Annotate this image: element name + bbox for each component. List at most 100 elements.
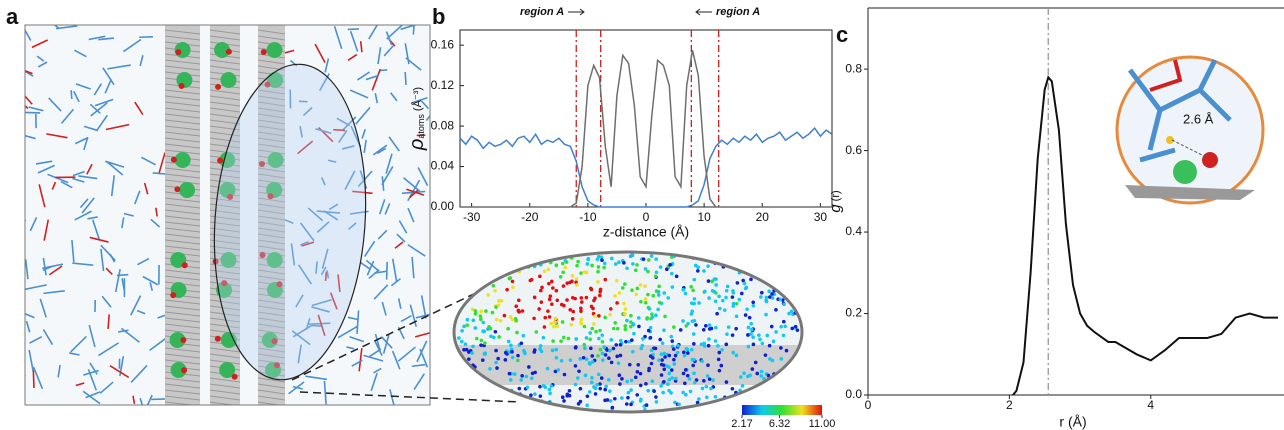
molecule-dot (489, 334, 493, 339)
molecule-dot (708, 405, 712, 410)
molecule-bond (385, 261, 388, 280)
molecule-bond (94, 98, 114, 107)
molecule-bond (311, 324, 322, 327)
molecule-bond (98, 37, 115, 41)
molecule-dot (670, 339, 675, 343)
framework-bond (164, 245, 201, 251)
molecule-bond (78, 175, 98, 180)
molecule-dot (516, 358, 520, 363)
molecule-dot (576, 402, 581, 406)
molecule-dot (670, 344, 675, 349)
molecule-dot (759, 374, 764, 378)
molecule-dot (499, 298, 504, 303)
framework-bond (257, 179, 286, 185)
molecule-dot (539, 288, 543, 293)
molecule-bond (390, 92, 398, 102)
molecule-dot (461, 362, 466, 367)
molecule-dot (672, 325, 676, 329)
framework-bond (257, 377, 286, 383)
molecule-bond (133, 190, 141, 205)
molecule-dot (598, 386, 603, 391)
molecule-dot (510, 350, 514, 354)
molecule-bond (414, 331, 430, 338)
framework-bond (164, 353, 201, 359)
oxygen (215, 83, 222, 90)
molecule-dot (494, 317, 499, 322)
oxygen (273, 362, 280, 369)
molecule-dot (463, 342, 468, 346)
molecule-dot (486, 327, 490, 331)
molecule-dot (508, 315, 513, 319)
molecule-dot (517, 298, 521, 303)
molecule-dot (479, 343, 483, 347)
y-tick-label: 0.8 (845, 61, 862, 75)
molecule-dot (532, 316, 536, 321)
molecule-dot (473, 309, 478, 313)
molecule-dot (542, 325, 547, 329)
molecule-bond (359, 41, 363, 53)
molecule-dot (759, 369, 764, 374)
molecule-dot (711, 378, 715, 382)
molecule-bond (110, 175, 116, 197)
molecule-dot (529, 376, 534, 381)
molecule-bond (391, 258, 398, 282)
molecule-bond (299, 222, 315, 242)
molecule-dot (608, 307, 613, 311)
molecule-dot (751, 300, 756, 305)
framework-bond (164, 239, 201, 245)
molecule-dot (473, 312, 478, 316)
molecule-dot (651, 294, 656, 298)
y-tick-label: 0.4 (845, 224, 862, 238)
molecule-dot (568, 358, 573, 362)
molecule-dot (563, 265, 568, 270)
molecule-dot (662, 351, 667, 356)
molecule-bond (143, 182, 149, 195)
zoom-line (291, 291, 479, 381)
framework-bond (209, 131, 241, 137)
framework-bond (164, 173, 201, 179)
molecule-bond (333, 128, 346, 132)
molecule-dot (712, 405, 717, 410)
molecule-dot (620, 377, 624, 381)
molecule-dot (629, 388, 633, 392)
molecule-dot (632, 331, 636, 336)
annotation: region A (716, 6, 760, 18)
molecule-dot (573, 345, 578, 350)
framework-bond (164, 59, 201, 65)
molecule-dot (646, 269, 650, 274)
framework-bond (257, 29, 286, 35)
molecule-dot (710, 289, 715, 293)
molecule-dot (556, 368, 561, 372)
molecule-dot (457, 336, 461, 340)
oxygen (260, 49, 267, 56)
molecule-dot (702, 341, 706, 346)
data-line (1012, 75, 1278, 396)
molecule-dot (570, 274, 575, 278)
metal-node (267, 72, 284, 88)
molecule-dot (589, 346, 593, 351)
molecule-dot (675, 350, 680, 355)
molecule-dot (623, 327, 628, 332)
framework-bond (257, 395, 286, 401)
molecule-bond (83, 125, 99, 132)
molecule-dot (594, 329, 598, 334)
molecule-dot (662, 328, 666, 332)
molecule-bond (370, 372, 378, 391)
molecule-dot (618, 382, 622, 386)
molecule-dot (752, 263, 757, 267)
molecule-bond (407, 207, 415, 223)
molecule-dot (660, 358, 664, 362)
molecule-dot (494, 360, 498, 365)
framework-bond (209, 389, 241, 395)
molecule-bond (390, 278, 401, 287)
framework-bond (257, 323, 286, 329)
molecule-dot (550, 302, 554, 307)
molecule-dot (700, 386, 705, 391)
molecule-dot (504, 350, 508, 355)
molecule-dot (714, 325, 718, 330)
molecule-dot (485, 263, 489, 268)
molecule-bond (324, 271, 328, 282)
molecule-dot (491, 267, 496, 272)
y-axis-subscript: atoms (416, 114, 426, 139)
framework-bond (164, 329, 201, 335)
